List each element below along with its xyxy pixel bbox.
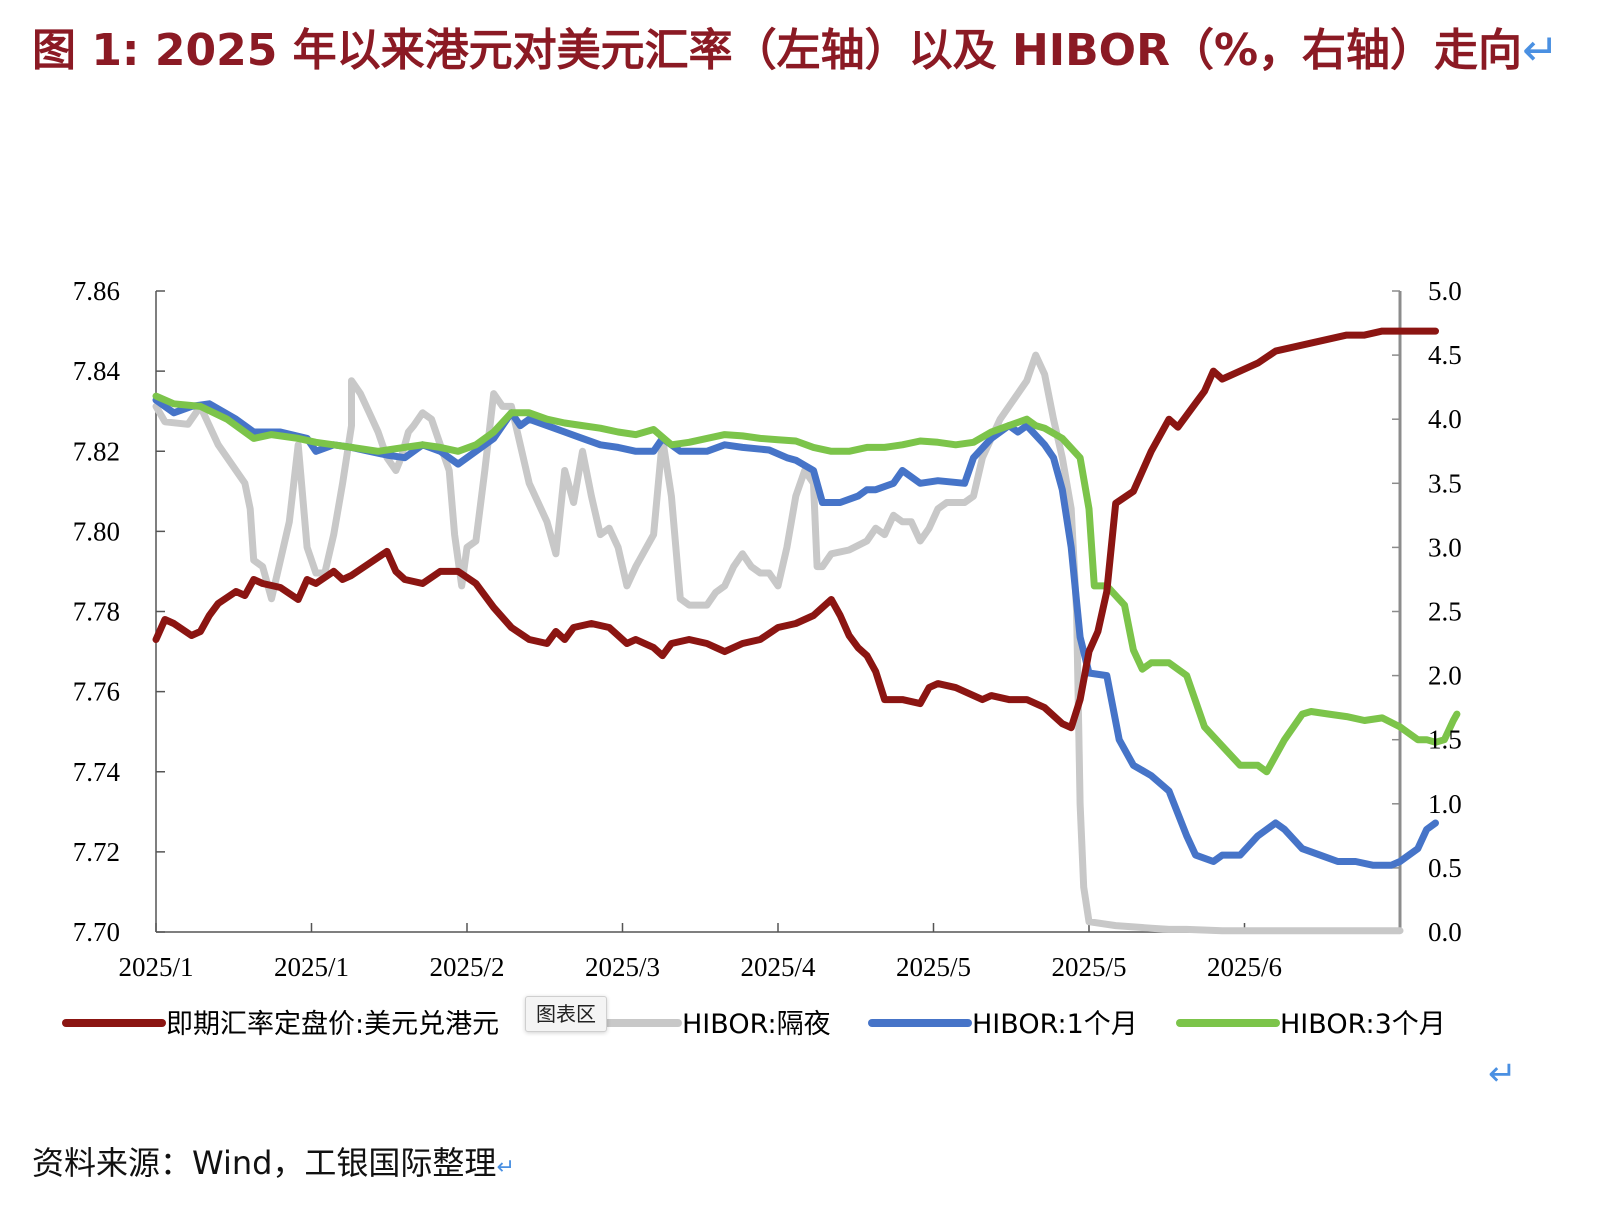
chart-legend[interactable]: 即期汇率定盘价:美元兑港元 HIBOR:隔夜 HIBOR:1个月 HIBOR:3个月 xyxy=(62,1009,1446,1040)
right-axis-tick-label: 2.0 xyxy=(1428,661,1462,691)
left-axis-tick-label: 7.70 xyxy=(73,917,120,947)
chart-area-tooltip: 图表区 xyxy=(525,996,607,1032)
page-title-text: 图 1: 2025 年以来港元对美元汇率（左轴）以及 HIBOR（%，右轴）走向 xyxy=(32,25,1523,76)
left-axis-tick-label: 7.76 xyxy=(73,677,120,707)
x-axis-tick-label: 2025/6 xyxy=(1207,952,1282,982)
source-paragraph-mark: ↵ xyxy=(496,1155,515,1180)
x-axis-tick-label: 2025/1 xyxy=(274,952,349,982)
left-axis-tick-label: 7.84 xyxy=(73,356,121,386)
legend-label: HIBOR:1个月 xyxy=(972,1009,1138,1040)
right-axis-tick-label: 0.5 xyxy=(1428,853,1462,883)
left-axis-tick-label: 7.72 xyxy=(73,837,120,867)
legend-item[interactable]: HIBOR:3个月 xyxy=(1176,1009,1446,1040)
x-axis-tick-label: 2025/2 xyxy=(429,952,504,982)
legend-label: 即期汇率定盘价:美元兑港元 xyxy=(166,1009,499,1040)
x-axis-tick-label: 2025/5 xyxy=(896,952,971,982)
right-axis-tick-label: 3.0 xyxy=(1428,532,1462,562)
left-axis-tick-label: 7.74 xyxy=(73,757,121,787)
x-axis-tick-label: 2025/3 xyxy=(585,952,660,982)
right-axis-tick-label: 4.5 xyxy=(1428,340,1462,370)
right-axis-tick-label: 0.0 xyxy=(1428,917,1462,947)
right-axis-tick-label: 1.0 xyxy=(1428,789,1462,819)
left-axis-tick-label: 7.86 xyxy=(73,276,120,306)
legend-item[interactable]: HIBOR:隔夜 xyxy=(578,1009,831,1040)
right-axis-tick-label: 4.0 xyxy=(1428,404,1462,434)
legend-item[interactable]: HIBOR:1个月 xyxy=(868,1009,1138,1040)
chart-series xyxy=(152,327,1461,935)
right-axis-tick-label: 2.5 xyxy=(1428,597,1462,627)
left-axis-tick-label: 7.82 xyxy=(73,436,120,466)
series-line-3 xyxy=(152,392,1461,776)
source-note: 资料来源：Wind，工银国际整理↵ xyxy=(32,1138,515,1184)
series-line-1 xyxy=(152,351,1404,935)
right-axis-tick-label: 3.5 xyxy=(1428,468,1462,498)
x-axis-tick-label: 2025/5 xyxy=(1051,952,1126,982)
page-title: 图 1: 2025 年以来港元对美元汇率（左轴）以及 HIBOR（%，右轴）走向… xyxy=(32,14,1622,78)
source-text: 资料来源：Wind，工银国际整理 xyxy=(32,1144,497,1182)
chart-tick-labels: 7.70 7.72 7.74 7.76 7.78 7.80 7.82 7.84 7.86 0.0 0… xyxy=(73,276,1462,982)
legend-label: HIBOR:隔夜 xyxy=(682,1009,831,1040)
series-line-4 xyxy=(152,327,1439,732)
x-axis-tick-label: 2025/1 xyxy=(118,952,193,982)
legend-label: HIBOR:3个月 xyxy=(1280,1009,1446,1040)
right-axis-tick-label: 5.0 xyxy=(1428,276,1462,306)
paragraph-mark: ↵ xyxy=(1488,1054,1517,1094)
left-axis-tick-label: 7.78 xyxy=(73,597,120,627)
x-axis-tick-label: 2025/4 xyxy=(740,952,816,982)
title-paragraph-mark: ↵ xyxy=(1522,25,1559,76)
legend-item[interactable]: 即期汇率定盘价:美元兑港元 xyxy=(62,1009,499,1040)
right-axis-tick-label: 1.5 xyxy=(1428,725,1462,755)
left-axis-tick-label: 7.80 xyxy=(73,516,120,546)
series-line-2 xyxy=(152,396,1439,869)
chart-axes xyxy=(155,290,1402,933)
